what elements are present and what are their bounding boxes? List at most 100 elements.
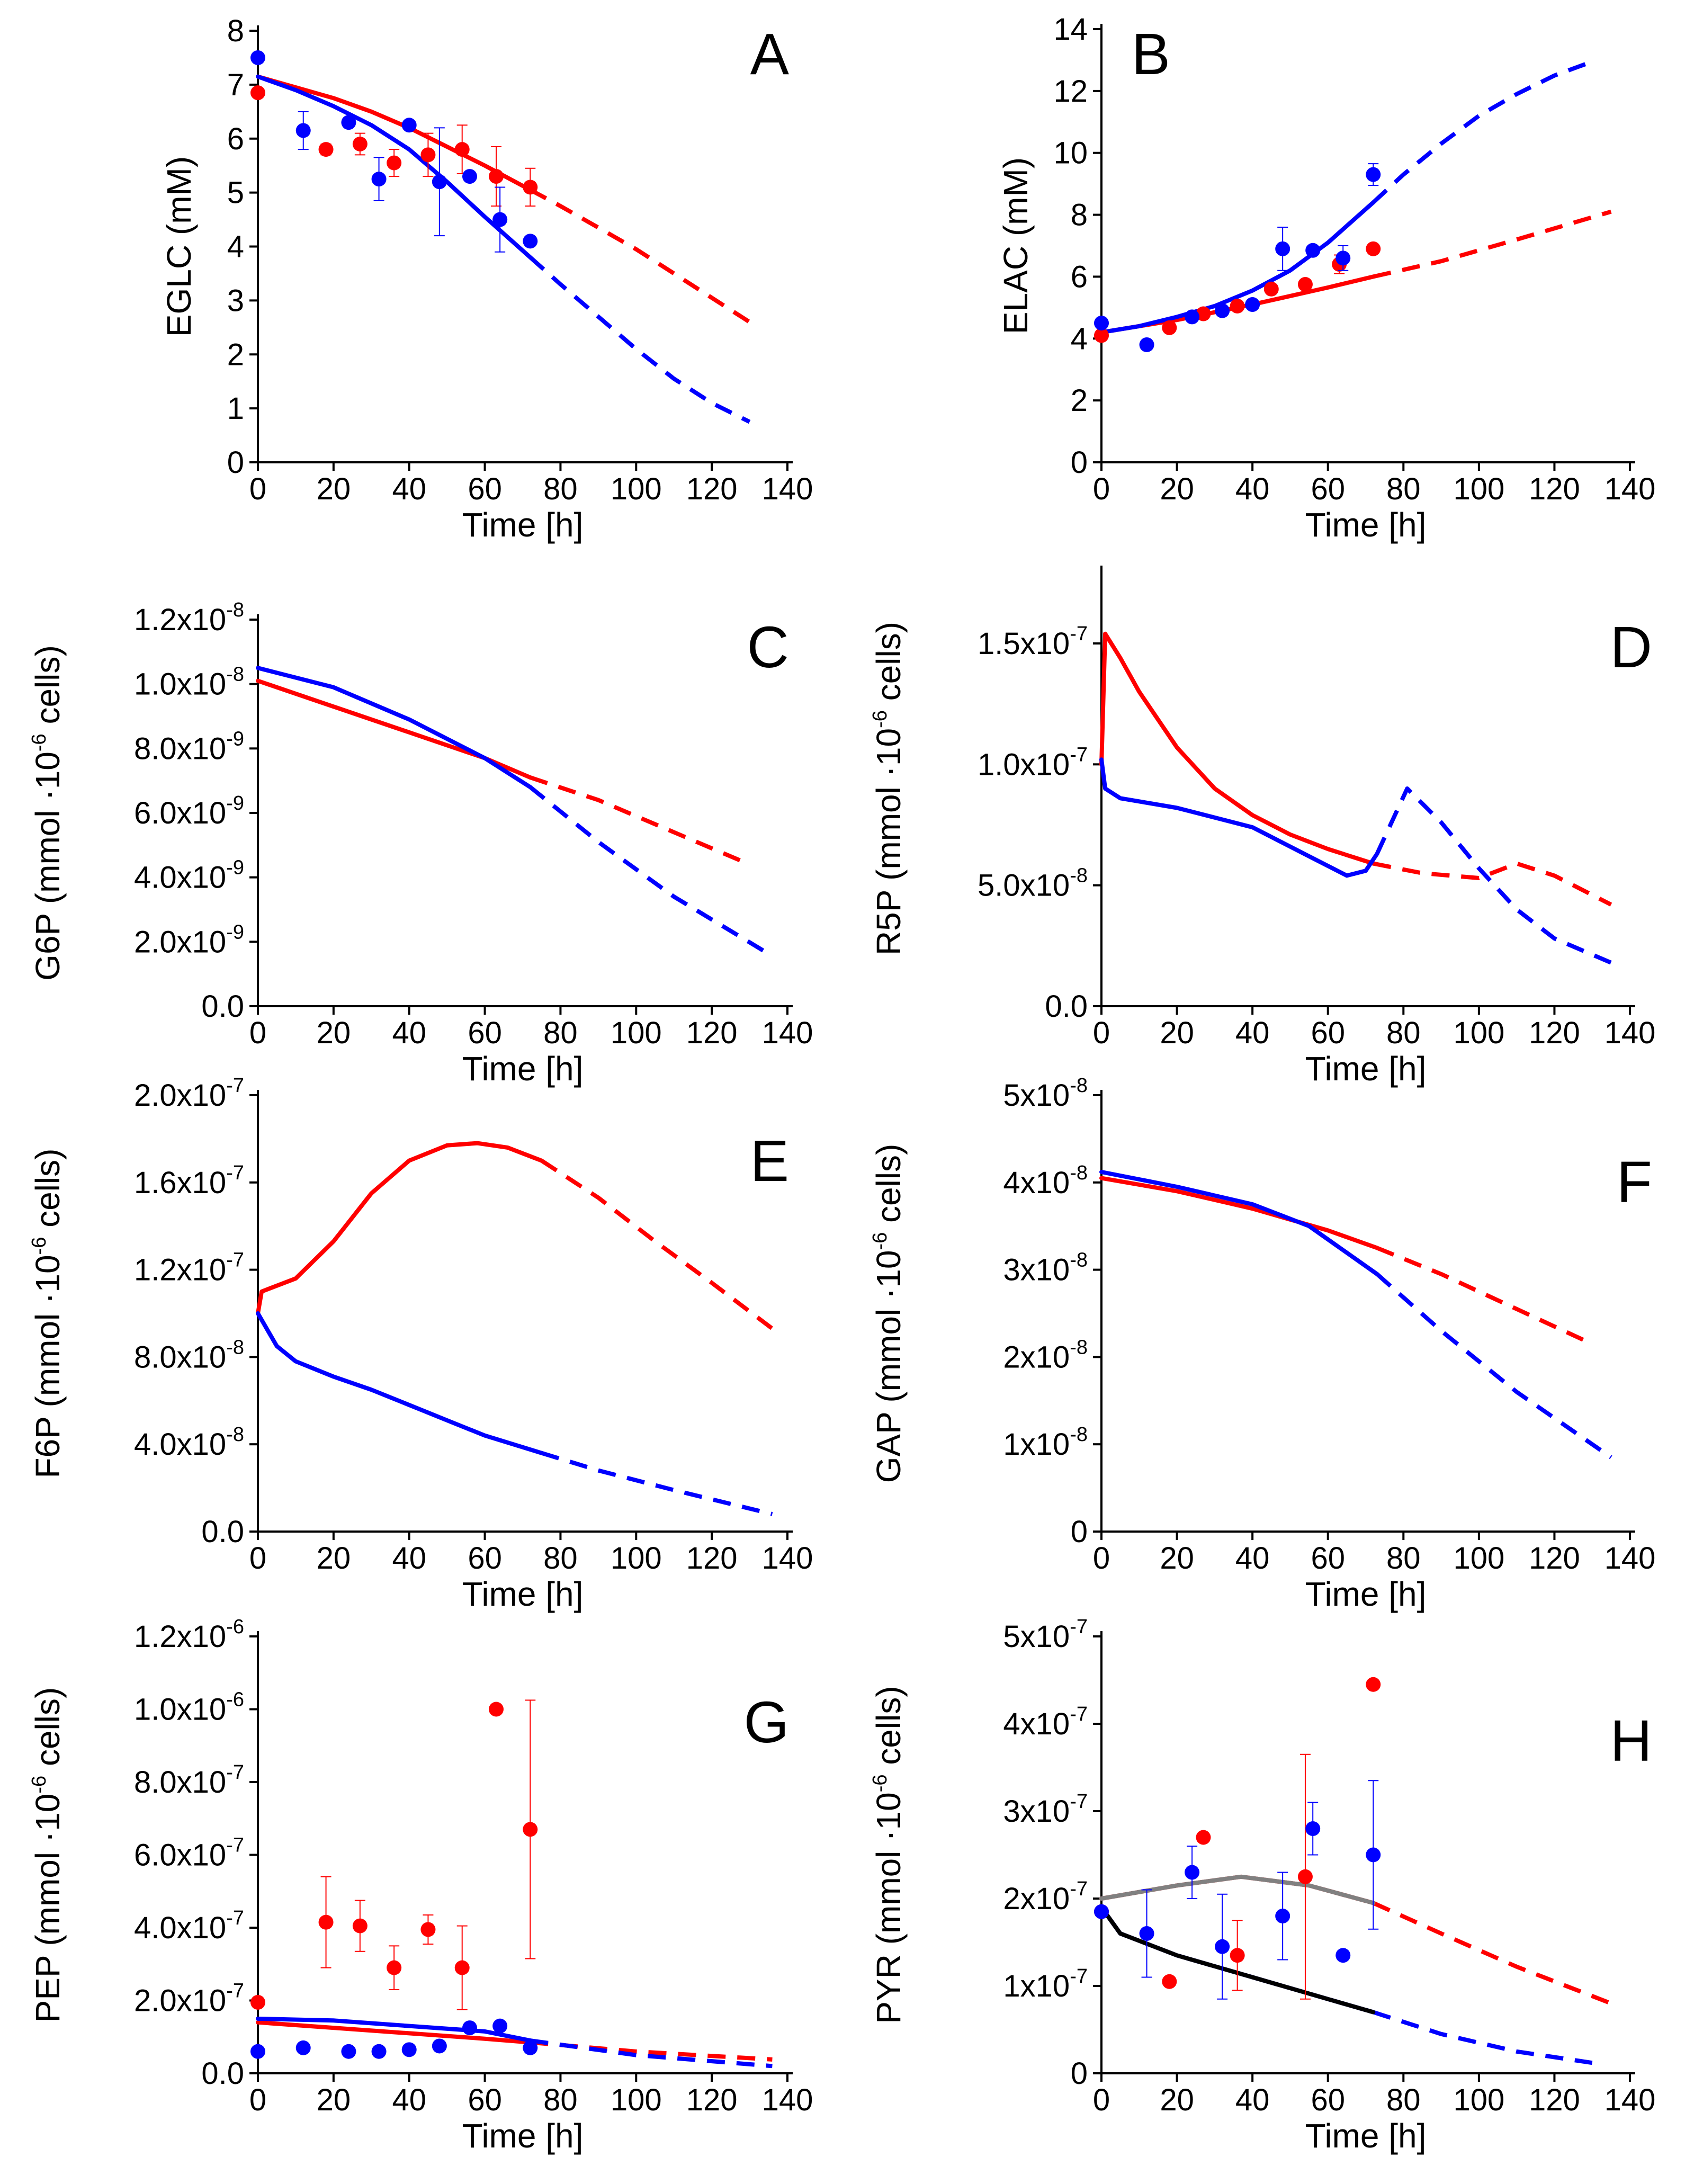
blue-model-dashed-line bbox=[530, 2038, 773, 2069]
x-tick-label: 140 bbox=[762, 2083, 813, 2117]
y-tick-label: 10 bbox=[1053, 136, 1088, 171]
x-tick-label: 40 bbox=[1235, 2083, 1270, 2117]
x-tick-label: 80 bbox=[543, 472, 578, 506]
y-tick-label: 1.0x10-7 bbox=[978, 744, 1088, 782]
panel-e: 0 20 40 60 80 100 120 140 0.0 4.0x10-8 8.0x10-8 1.2… bbox=[28, 1075, 813, 1613]
blue-data-point bbox=[1185, 1865, 1200, 1880]
red-data-point bbox=[1162, 320, 1177, 335]
x-tick-label: 0 bbox=[249, 2083, 266, 2117]
y-tick-label: 4.0x10-7 bbox=[134, 1907, 244, 1945]
blue-data-point bbox=[1215, 303, 1230, 318]
blue-data-point bbox=[1139, 1926, 1154, 1941]
x-tick-label: 40 bbox=[392, 472, 426, 506]
y-tick-label: 1.2x10-6 bbox=[134, 1616, 244, 1654]
blue-data-point bbox=[1336, 250, 1351, 266]
blue-data-point bbox=[1275, 1909, 1290, 1923]
x-tick-label: 100 bbox=[611, 472, 662, 506]
x-tick-label: 100 bbox=[1453, 1541, 1504, 1576]
y-tick-label: 2x10-8 bbox=[1003, 1336, 1088, 1374]
y-tick-label: 5.0x10-8 bbox=[978, 865, 1088, 903]
x-tick-label: 100 bbox=[1453, 1016, 1504, 1050]
y-tick-label: 0.0 bbox=[201, 989, 244, 1024]
y-tick-label: 5x10-8 bbox=[1003, 1075, 1088, 1113]
x-tick-label: 80 bbox=[543, 2083, 578, 2117]
red-data-point bbox=[1263, 281, 1279, 297]
panel-g: 0 20 40 60 80 100 120 140 0.0 2.0x10-7 4.0x10-7 6.0… bbox=[28, 1616, 813, 2155]
x-tick-label: 140 bbox=[1605, 1541, 1656, 1576]
blue-data-point bbox=[1094, 1904, 1109, 1919]
y-tick-label: 6 bbox=[227, 122, 244, 156]
red-data-point bbox=[1230, 1948, 1245, 1963]
x-tick-label: 20 bbox=[317, 2083, 351, 2117]
y-tick-label: 2.0x10-7 bbox=[134, 1980, 244, 2018]
x-tick-label: 120 bbox=[686, 2083, 738, 2117]
y-axis-title: F6P (mmol ·10-6 cells) bbox=[28, 1149, 67, 1479]
y-tick-label: 2.0x10-7 bbox=[134, 1075, 244, 1113]
y-tick-label: 1.2x10-8 bbox=[134, 599, 244, 637]
x-tick-label: 140 bbox=[762, 1016, 813, 1050]
x-tick-label: 40 bbox=[1235, 1016, 1270, 1050]
y-tick-label: 6.0x10-7 bbox=[134, 1834, 244, 1873]
blue-data-point bbox=[462, 2020, 477, 2036]
red-model-dashed-line bbox=[530, 775, 751, 866]
x-tick-label: 100 bbox=[1453, 472, 1504, 506]
x-tick-label: 80 bbox=[543, 1541, 578, 1576]
x-tick-label: 60 bbox=[468, 1016, 502, 1050]
y-axis-title: PEP (mmol ·10-6 cells) bbox=[28, 1687, 67, 2023]
blue-data-point bbox=[432, 2038, 447, 2054]
y-tick-label: 8.0x10-7 bbox=[134, 1761, 244, 1800]
x-tick-label: 80 bbox=[543, 1016, 578, 1050]
y-tick-label: 1x10-7 bbox=[1003, 1965, 1088, 2003]
y-tick-label: 1.0x10-8 bbox=[134, 664, 244, 702]
red-model-dashed-line bbox=[529, 187, 751, 324]
y-tick-label: 0 bbox=[1071, 445, 1088, 480]
red-model-dashed-line bbox=[1373, 209, 1612, 279]
blue-data-point bbox=[250, 2044, 265, 2059]
panel-h: 0 20 40 60 80 100 120 140 0 1x10-7 2x10-7 3x10-7 4x1… bbox=[869, 1616, 1655, 2155]
y-tick-label: 0.0 bbox=[1045, 989, 1088, 1024]
blue-data-point bbox=[1336, 1948, 1351, 1963]
x-tick-label: 100 bbox=[1453, 2083, 1504, 2117]
x-tick-label: 0 bbox=[249, 1541, 266, 1576]
blue-model-solid-line bbox=[1099, 1170, 1379, 1276]
x-tick-label: 0 bbox=[249, 472, 266, 506]
blue-model-solid-line bbox=[256, 1311, 544, 1455]
x-tick-label: 20 bbox=[317, 1016, 351, 1050]
blue-model-dashed-line bbox=[541, 1451, 773, 1516]
red-data-point bbox=[387, 1960, 402, 1975]
blue-data-point bbox=[1305, 1821, 1321, 1836]
y-tick-label: 4 bbox=[227, 230, 244, 264]
x-tick-label: 60 bbox=[468, 2083, 502, 2117]
y-tick-label: 1x10-8 bbox=[1003, 1424, 1088, 1462]
blue-data-point bbox=[1094, 316, 1109, 331]
panel-letter: E bbox=[750, 1129, 789, 1194]
red-data-point bbox=[1297, 277, 1313, 292]
panel-letter: B bbox=[1132, 22, 1170, 87]
red-model-solid-line bbox=[256, 1141, 544, 1315]
x-tick-label: 80 bbox=[1386, 472, 1421, 506]
y-axis-title: GAP (mmol ·10-6 cells) bbox=[869, 1144, 908, 1483]
x-tick-label: 140 bbox=[762, 472, 813, 506]
red-data-point bbox=[1162, 1974, 1177, 1989]
x-axis-title: Time [h] bbox=[1305, 506, 1427, 544]
x-tick-label: 120 bbox=[686, 1016, 738, 1050]
blue-data-point bbox=[295, 2040, 311, 2055]
panel-f: 0 20 40 60 80 100 120 140 0 1x10-8 2x10-8 3x10-8 4x1… bbox=[869, 1075, 1655, 1613]
x-tick-label: 140 bbox=[1605, 1016, 1656, 1050]
red-data-point bbox=[1297, 1869, 1313, 1884]
y-tick-label: 0 bbox=[1071, 1515, 1088, 1549]
panel-letter: H bbox=[1610, 1708, 1652, 1774]
x-tick-label: 120 bbox=[1529, 472, 1580, 506]
y-axis-title: EGLC (mM) bbox=[160, 156, 198, 337]
x-tick-label: 120 bbox=[1529, 1541, 1580, 1576]
blue-model-solid-line bbox=[256, 2016, 533, 2043]
y-tick-label: 7 bbox=[227, 68, 244, 102]
y-tick-label: 6.0x10-9 bbox=[134, 792, 244, 830]
red-data-point bbox=[1366, 241, 1381, 256]
blue-model-dashed-line bbox=[1373, 2010, 1593, 2065]
red-model-solid-line bbox=[1099, 1176, 1379, 1250]
y-tick-label: 14 bbox=[1053, 12, 1088, 47]
y-tick-label: 8 bbox=[227, 14, 244, 48]
y-tick-label: 12 bbox=[1053, 74, 1088, 109]
blue-data-point bbox=[1215, 1939, 1230, 1954]
